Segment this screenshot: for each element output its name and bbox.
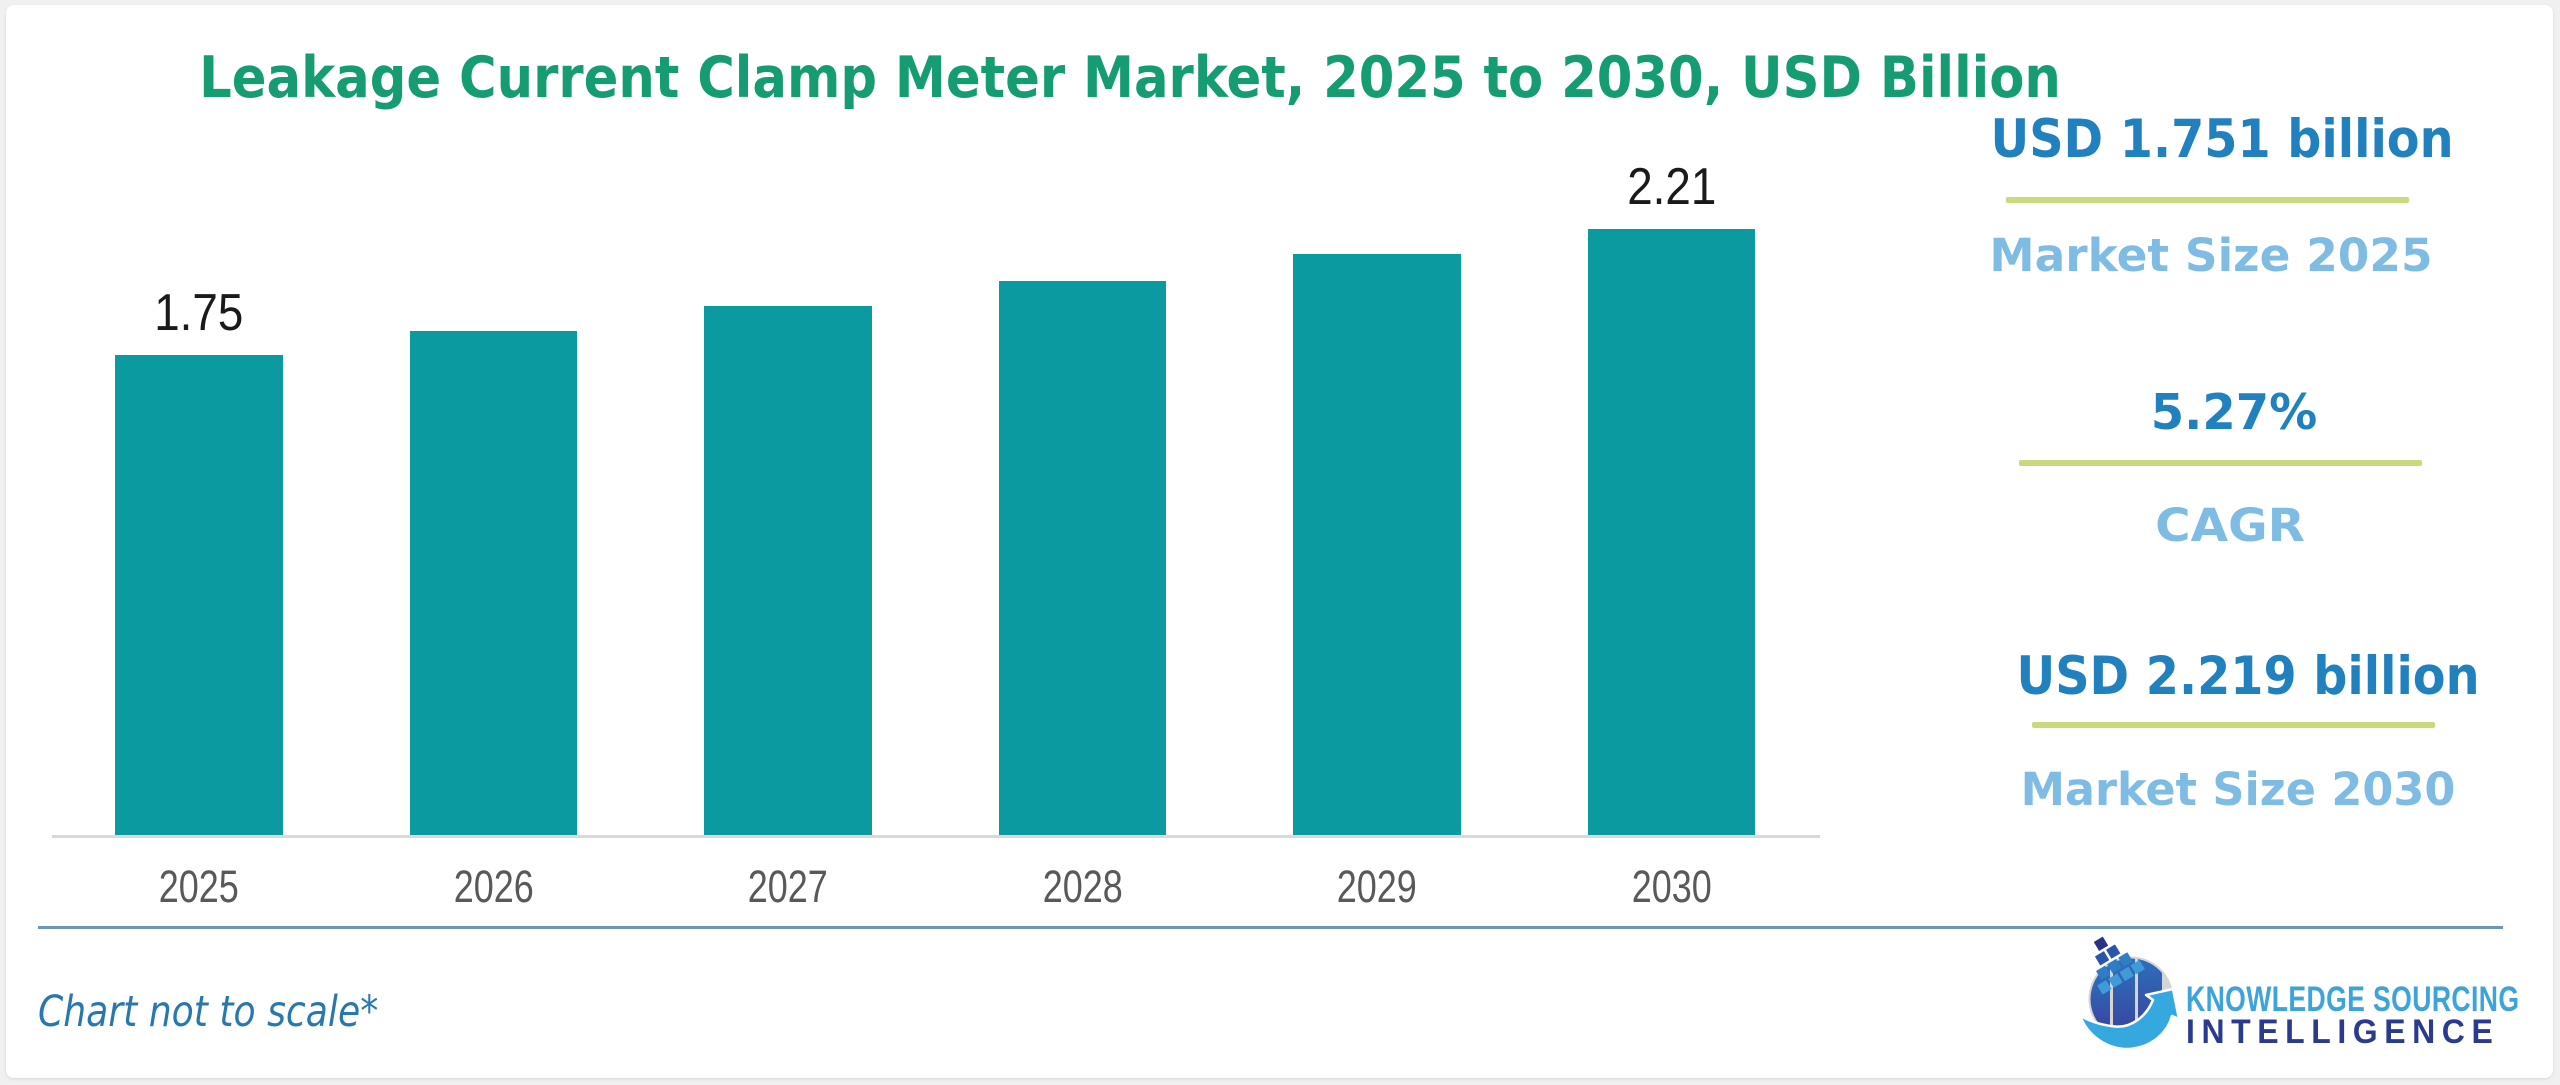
x-tick-2028: 2028 bbox=[1042, 861, 1123, 912]
chart-card: Leakage Current Clamp Meter Market, 2025… bbox=[6, 5, 2553, 1078]
bar-2030 bbox=[1587, 229, 1755, 836]
bar-value-label-2030: 2.21 bbox=[1626, 158, 1716, 216]
scale-note: Chart not to scale* bbox=[38, 987, 379, 1037]
x-tick-2030: 2030 bbox=[1631, 861, 1712, 912]
stat-divider-2 bbox=[2032, 722, 2435, 728]
bar-2029 bbox=[1293, 254, 1461, 836]
x-tick-2029: 2029 bbox=[1336, 861, 1417, 912]
logo-line1: KNOWLEDGE SOURCING bbox=[2186, 980, 2520, 1019]
logo-pixel-pyramid bbox=[2093, 936, 2145, 995]
stat-label-0: Market Size 2025 bbox=[1988, 229, 2433, 282]
stat-divider-1 bbox=[2019, 460, 2422, 466]
stat-divider-0 bbox=[2005, 197, 2409, 203]
stat-value-0: USD 1.751 billion bbox=[1989, 109, 2454, 170]
bar-2027 bbox=[704, 306, 872, 836]
stat-value-2: USD 2.219 billion bbox=[2015, 646, 2480, 707]
logo-line2: INTELLIGENCE bbox=[2186, 1012, 2500, 1051]
bar-2028 bbox=[998, 281, 1166, 836]
stat-label-2: Market Size 2030 bbox=[2020, 763, 2456, 816]
x-tick-2026: 2026 bbox=[453, 861, 534, 912]
bar-2025 bbox=[115, 355, 283, 836]
bar-2026 bbox=[409, 331, 577, 836]
brand-logo: KNOWLEDGE SOURCING INTELLIGENCE bbox=[2074, 936, 2544, 1070]
chart-title: Leakage Current Clamp Meter Market, 2025… bbox=[199, 45, 2061, 111]
stat-label-1: CAGR bbox=[2154, 499, 2305, 552]
x-axis-line bbox=[52, 835, 1820, 838]
bar-value-label-2025: 1.75 bbox=[154, 284, 244, 342]
stat-value-1: 5.27% bbox=[2150, 384, 2317, 441]
x-tick-2027: 2027 bbox=[747, 861, 828, 912]
footer-rule bbox=[38, 926, 2503, 929]
x-tick-2025: 2025 bbox=[158, 861, 239, 912]
logo-icon bbox=[2078, 936, 2181, 1051]
